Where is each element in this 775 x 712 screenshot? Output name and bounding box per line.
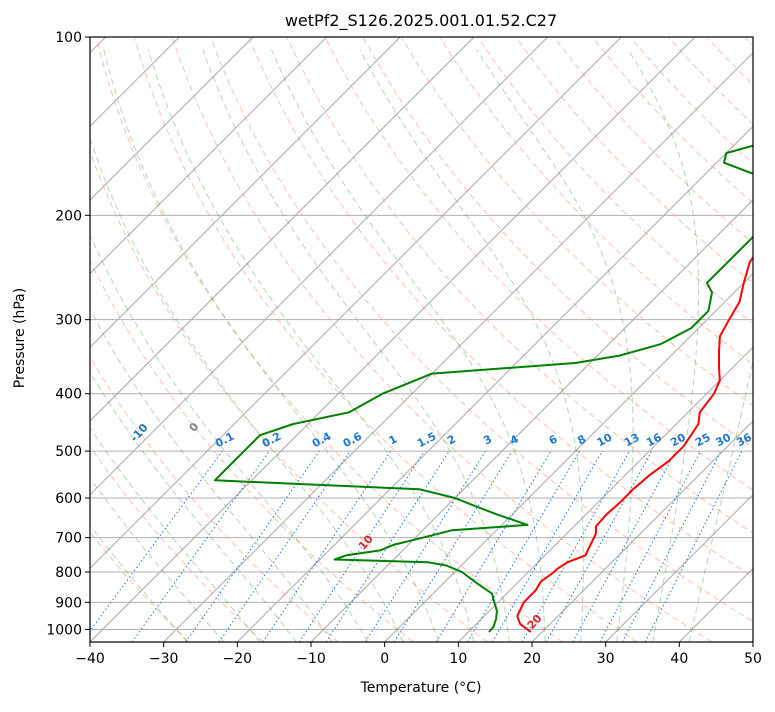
isotherm-line — [606, 37, 775, 642]
grid-layer — [0, 37, 775, 642]
mixing-ratio-line — [546, 451, 651, 642]
mixing-ratio-label: 20 — [668, 431, 688, 450]
x-tick-label: −30 — [149, 651, 179, 667]
y-axis-label: Pressure (hPa) — [12, 288, 28, 388]
mixing-ratio-line — [219, 451, 350, 642]
isotherm-line — [90, 37, 695, 642]
isotherm-line — [679, 37, 775, 642]
moist-adiabat-line — [34, 50, 367, 642]
mixing-ratio-label: 10 — [595, 431, 615, 450]
moist-adiabat-line — [0, 50, 260, 642]
isotherm-line — [458, 37, 775, 642]
mixing-ratio-label: 3 — [481, 432, 494, 447]
dry-adiabat-line — [0, 37, 338, 642]
moist-adiabat-line — [689, 50, 775, 642]
isotherm-line — [16, 37, 621, 642]
dry-adiabat-line — [592, 37, 775, 642]
dry-adiabat-line — [58, 37, 488, 642]
y-tick-label: 1000 — [46, 622, 82, 638]
y-tick-label: 900 — [55, 595, 82, 611]
x-axis-ticks: −40 −30 −20 −10 0 10 20 30 40 50 — [75, 642, 762, 667]
moist-adiabat-line — [66, 50, 403, 642]
dry-adiabat-line — [745, 37, 775, 642]
isotherm-line — [311, 37, 775, 642]
dry-adiabat-line — [0, 37, 264, 642]
mixing-ratio-label: 0.2 — [260, 430, 283, 451]
x-tick-label: −10 — [296, 651, 326, 667]
dry-adiabat-label: 10 — [356, 532, 376, 552]
isotherm-line — [385, 37, 775, 642]
y-tick-label: 200 — [55, 208, 82, 224]
dry-adiabat-line — [707, 37, 775, 642]
mixing-ratio-line — [600, 451, 701, 642]
mixing-ratio-label: 6 — [547, 432, 560, 447]
dry-adiabat-line — [20, 37, 413, 642]
dry-adiabat-line — [516, 37, 775, 642]
moist-adiabat-line — [104, 50, 439, 642]
moist-adiabat-line — [0, 50, 187, 642]
y-tick-label: 100 — [55, 30, 82, 46]
mixing-ratio-line — [573, 451, 676, 642]
mixing-ratio-label: 16 — [644, 431, 664, 450]
x-axis-label: Temperature (°C) — [360, 680, 482, 696]
y-tick-label: 300 — [55, 313, 82, 329]
y-tick-label: 500 — [55, 444, 82, 460]
temperature-profile-line — [517, 37, 775, 632]
isotherm-line — [0, 37, 253, 642]
moist-adiabat-line — [6, 50, 332, 642]
isotherm-line — [0, 37, 474, 642]
dry-adiabat-line — [668, 37, 775, 642]
isotherm-line — [0, 37, 327, 642]
mixing-ratio-label: 0.6 — [341, 430, 365, 451]
y-tick-label: 600 — [55, 491, 82, 507]
mixing-ratio-label: 1.5 — [415, 430, 438, 451]
dry-adiabat-line — [0, 37, 189, 642]
dry-adiabat-label: -10 — [128, 421, 151, 445]
mixing-ratio-line — [645, 451, 742, 642]
dry-adiabat-line — [211, 37, 775, 642]
moist-adiabat-line — [628, 50, 698, 642]
y-tick-label: 800 — [55, 565, 82, 581]
mixing-ratio-label: 30 — [714, 431, 734, 450]
chart-title: wetPf2_S126.2025.001.01.52.C27 — [285, 11, 557, 31]
x-tick-label: −40 — [75, 651, 105, 667]
mixing-ratio-label: 1 — [387, 432, 400, 447]
mixing-ratio-label: 13 — [622, 431, 642, 450]
y-axis-ticks: 100 200 300 400 500 600 700 800 900 1000 — [46, 30, 90, 638]
mixing-ratio-line — [263, 451, 391, 642]
moist-adiabat-line — [360, 50, 584, 642]
isotherm-line — [237, 37, 775, 642]
isotherm-line — [753, 37, 775, 642]
x-tick-label: −20 — [223, 651, 253, 667]
y-tick-label: 400 — [55, 387, 82, 403]
x-tick-label: 40 — [670, 651, 688, 667]
mixing-ratio-label: 0.4 — [310, 430, 334, 451]
x-tick-label: 30 — [597, 651, 615, 667]
x-tick-label: 20 — [523, 651, 541, 667]
moist-adiabat-line — [148, 50, 474, 642]
y-tick-label: 700 — [55, 531, 82, 547]
mixing-ratio-label: 4 — [508, 432, 521, 447]
mixing-ratio-label: 25 — [693, 431, 713, 450]
dry-adiabat-line — [439, 37, 775, 642]
isotherm-line — [0, 37, 400, 642]
mixing-ratio-label: 0.1 — [213, 430, 236, 451]
mixing-ratio-line — [82, 451, 223, 642]
x-tick-label: 10 — [449, 651, 467, 667]
x-tick-label: 0 — [380, 651, 389, 667]
dry-adiabat-label: 0 — [187, 420, 202, 435]
isotherm-line — [164, 37, 769, 642]
dry-adiabat-line — [134, 37, 637, 642]
isotherm-line — [532, 37, 775, 642]
x-tick-label: 50 — [744, 651, 762, 667]
mixing-ratio-line — [365, 451, 485, 642]
mixing-ratio-label: 2 — [445, 432, 458, 447]
mixing-ratio-line — [132, 451, 269, 642]
moist-adiabat-line — [0, 50, 224, 642]
